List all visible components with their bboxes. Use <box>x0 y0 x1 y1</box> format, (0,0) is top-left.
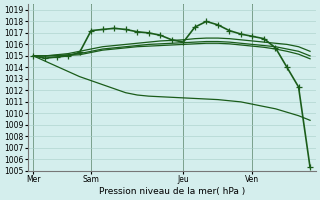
X-axis label: Pression niveau de la mer( hPa ): Pression niveau de la mer( hPa ) <box>99 187 245 196</box>
